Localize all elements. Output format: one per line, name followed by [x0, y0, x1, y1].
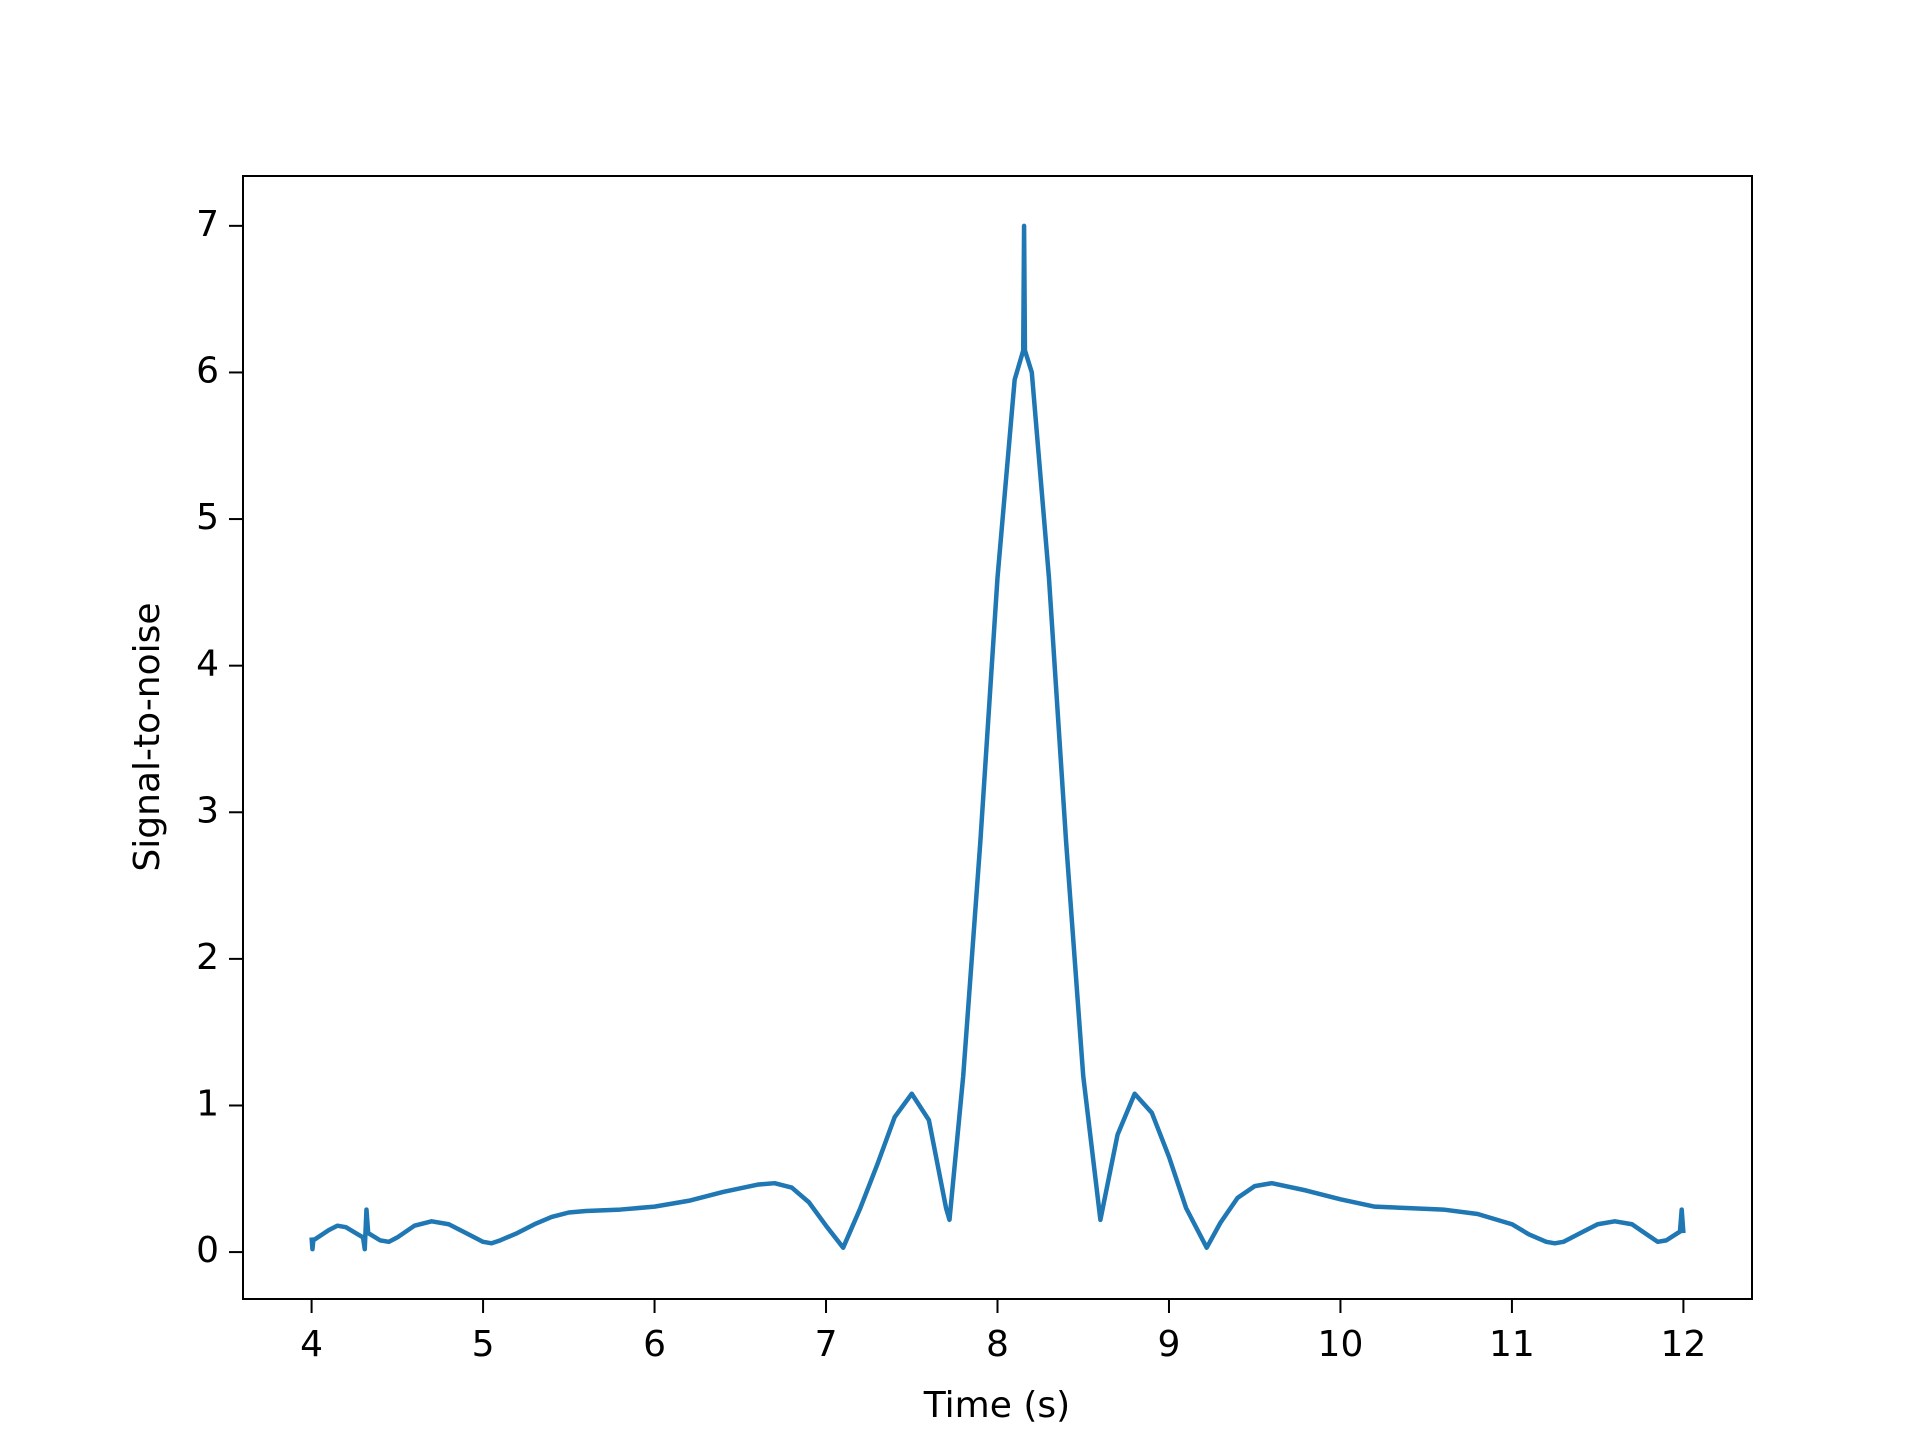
y-tick-label: 4	[196, 644, 219, 685]
x-tick-label: 7	[815, 1324, 838, 1365]
y-tick-label: 3	[196, 790, 219, 831]
y-tick-label: 2	[196, 937, 219, 978]
x-tick-label: 10	[1318, 1324, 1364, 1365]
x-tick-label: 12	[1661, 1324, 1707, 1365]
plot-frame	[242, 175, 1753, 1300]
x-axis-label: Time (s)	[923, 1385, 1070, 1426]
y-tick-label: 1	[196, 1083, 219, 1124]
x-tick-label: 4	[300, 1324, 323, 1365]
y-tick-label: 5	[196, 497, 219, 538]
y-tick-label: 7	[196, 204, 219, 245]
y-tick-label: 0	[196, 1230, 219, 1271]
x-tick-label: 5	[472, 1324, 495, 1365]
y-axis-label: Signal-to-noise	[127, 602, 168, 871]
line	[309, 223, 1686, 1252]
y-tick-label: 6	[196, 350, 219, 391]
x-tick-label: 6	[643, 1324, 666, 1365]
x-tick-label: 8	[986, 1324, 1009, 1365]
x-tick-label: 11	[1489, 1324, 1535, 1365]
x-tick-label: 9	[1158, 1324, 1181, 1365]
